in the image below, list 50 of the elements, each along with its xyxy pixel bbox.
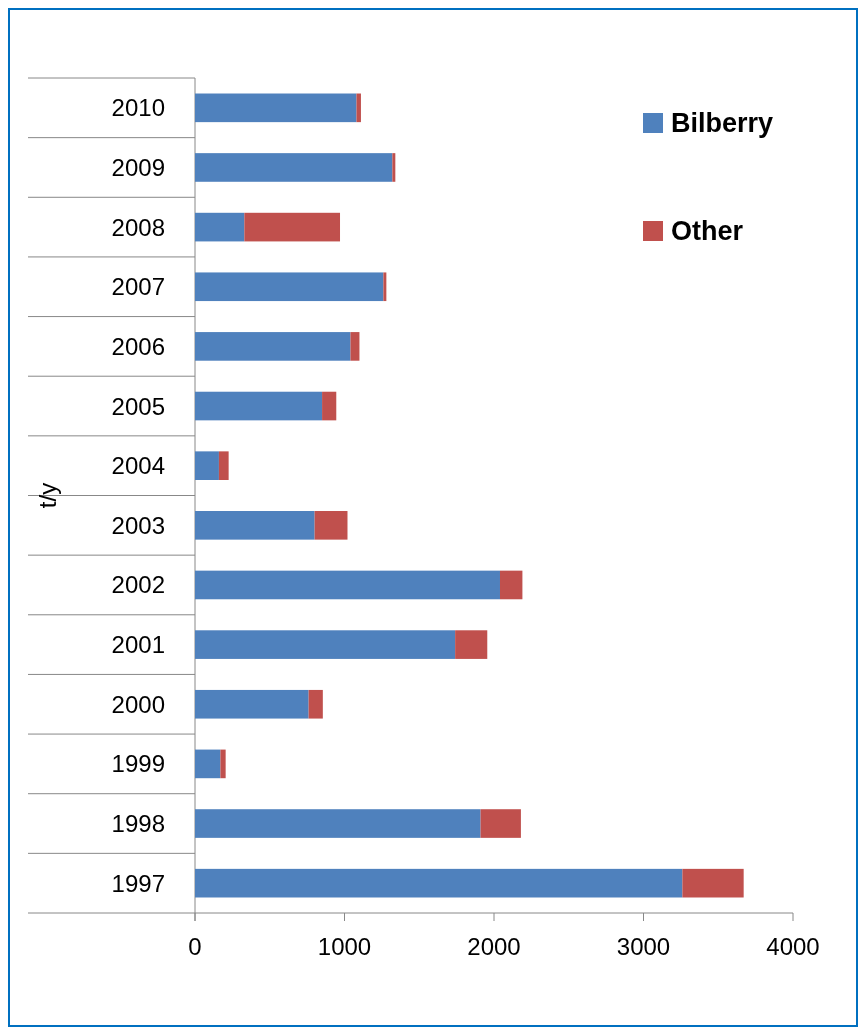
y-tick-label: 2009 [111, 153, 165, 181]
bar [195, 332, 351, 361]
x-tick-label: 4000 [766, 933, 820, 960]
y-tick-label: 2002 [111, 571, 165, 599]
bar [455, 630, 488, 659]
x-tick-label: 3000 [616, 933, 671, 960]
bar [308, 689, 323, 719]
y-tick-label: 2006 [111, 332, 165, 360]
bar [195, 689, 309, 719]
bar [314, 511, 348, 540]
y-tick-label: 2001 [111, 631, 165, 659]
y-tick-label: 2004 [111, 452, 165, 480]
bar [195, 272, 384, 302]
y-tick-label: 2010 [111, 94, 165, 122]
y-tick-label: 2003 [111, 511, 165, 539]
bar [322, 391, 337, 421]
legend-label: Other [671, 216, 744, 246]
y-axis-title: t/y [34, 482, 61, 509]
y-tick-label: 2008 [111, 213, 165, 241]
y-tick-label: 2000 [111, 690, 165, 718]
bar [195, 212, 245, 242]
bar [195, 93, 357, 123]
bar [682, 868, 744, 898]
x-tick-label: 0 [188, 933, 202, 960]
x-tick-label: 2000 [467, 933, 521, 960]
bar [383, 272, 387, 302]
y-tick-label: 2005 [111, 392, 165, 420]
bar [195, 570, 500, 600]
y-tick-label: 1998 [111, 810, 165, 838]
bar [350, 332, 360, 361]
bar [195, 809, 481, 838]
x-tick-label: 1000 [317, 933, 372, 960]
bar [195, 451, 219, 480]
bar [195, 511, 315, 540]
legend-label: Bilberry [671, 108, 774, 138]
y-tick-label: 1997 [111, 869, 165, 897]
bar [480, 809, 521, 838]
bar [356, 93, 361, 123]
bar [244, 212, 341, 242]
bar [195, 630, 456, 659]
bar [499, 570, 523, 600]
bar [392, 153, 396, 182]
bar [220, 749, 226, 779]
bar [218, 451, 229, 480]
bar [195, 153, 393, 182]
y-tick-label: 2007 [111, 273, 165, 301]
bar [195, 749, 221, 779]
y-tick-label: 1999 [111, 750, 165, 778]
bar [195, 391, 323, 421]
bar [195, 868, 683, 898]
